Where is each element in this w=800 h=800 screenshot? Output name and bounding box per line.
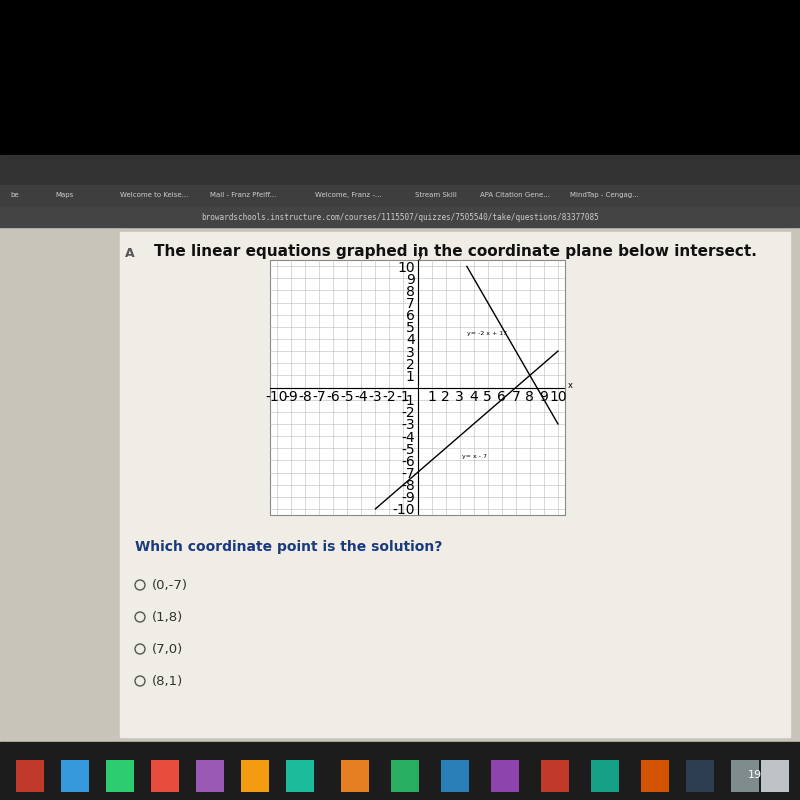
Bar bbox=[106, 760, 134, 792]
Text: (1,8): (1,8) bbox=[152, 610, 183, 623]
Text: y: y bbox=[418, 250, 423, 260]
Text: browardschools.instructure.com/courses/1115507/quizzes/7505540/take/questions/83: browardschools.instructure.com/courses/1… bbox=[201, 213, 599, 222]
Text: 19: 19 bbox=[748, 770, 762, 780]
Text: MindTap - Cengag...: MindTap - Cengag... bbox=[570, 192, 639, 198]
Text: Mail - Franz Pfeiff...: Mail - Franz Pfeiff... bbox=[210, 192, 276, 198]
Bar bbox=[151, 760, 179, 792]
Text: Welcome, Franz -...: Welcome, Franz -... bbox=[315, 192, 382, 198]
Bar bbox=[591, 760, 619, 792]
Bar bbox=[241, 760, 269, 792]
Bar bbox=[16, 760, 44, 792]
Bar bbox=[196, 760, 224, 792]
Bar bbox=[341, 760, 369, 792]
Bar bbox=[761, 760, 789, 792]
Bar bbox=[61, 760, 89, 792]
Text: x: x bbox=[568, 381, 573, 390]
Bar bbox=[491, 760, 519, 792]
Text: Stream Skill: Stream Skill bbox=[415, 192, 457, 198]
Text: A: A bbox=[125, 247, 134, 260]
Bar bbox=[286, 760, 314, 792]
Bar bbox=[686, 760, 714, 792]
Bar bbox=[541, 760, 569, 792]
Bar bbox=[0, 742, 800, 800]
Text: y= x - 7: y= x - 7 bbox=[462, 454, 487, 459]
Bar bbox=[0, 227, 800, 742]
Text: APA Citation Gene...: APA Citation Gene... bbox=[480, 192, 550, 198]
Bar bbox=[441, 760, 469, 792]
Text: y= -2 x + 17: y= -2 x + 17 bbox=[466, 331, 506, 336]
Text: The linear equations graphed in the coordinate plane below intersect.: The linear equations graphed in the coor… bbox=[154, 244, 757, 259]
Text: Welcome to Keise...: Welcome to Keise... bbox=[120, 192, 188, 198]
Text: (8,1): (8,1) bbox=[152, 674, 183, 687]
Bar bbox=[0, 185, 800, 207]
Bar bbox=[641, 760, 669, 792]
Text: (7,0): (7,0) bbox=[152, 642, 183, 655]
Bar bbox=[0, 155, 800, 185]
Text: Which coordinate point is the solution?: Which coordinate point is the solution? bbox=[135, 540, 442, 554]
Bar bbox=[391, 760, 419, 792]
Bar bbox=[0, 207, 800, 227]
Text: be: be bbox=[10, 192, 18, 198]
Bar bbox=[120, 232, 790, 737]
Bar bbox=[731, 760, 759, 792]
Bar bbox=[0, 0, 800, 155]
Text: Maps: Maps bbox=[55, 192, 74, 198]
Text: (0,-7): (0,-7) bbox=[152, 578, 188, 591]
